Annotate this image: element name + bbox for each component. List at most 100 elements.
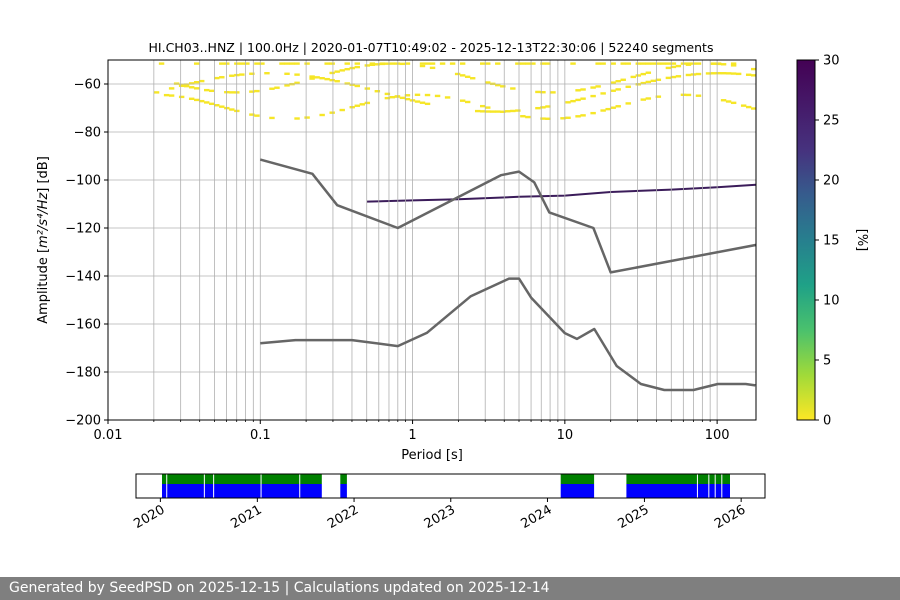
data-availability-bar (626, 474, 730, 484)
ppsd-outlier-cell (645, 71, 652, 74)
ppsd-outlier-cell (595, 62, 601, 65)
ppsd-column-20 (254, 62, 260, 117)
ppsd-outlier-cell (454, 72, 461, 76)
ppsd-column-84 (575, 89, 581, 118)
ppsd-outlier-cell (294, 81, 300, 85)
ppsd-outlier-cell (540, 91, 546, 94)
ppsd-outlier-cell (600, 62, 606, 65)
ppsd-outlier-cell (229, 91, 235, 94)
ppsd-column-73 (520, 62, 526, 118)
ppsd-outlier-cell (274, 86, 280, 89)
high-noise-model-line (259, 158, 756, 274)
colorbar-tick-label: 20 (823, 174, 840, 189)
ppsd-outlier-cell (163, 93, 170, 97)
ppsd-outlier-cell (193, 87, 200, 90)
data-availability-bar (560, 474, 595, 484)
x-tick-label: 100 (705, 428, 730, 443)
ppsd-column-97 (640, 62, 647, 101)
ppsd-outlier-cell (188, 86, 195, 89)
ppsd-outlier-cell (575, 89, 581, 92)
ppsd-column-24 (274, 86, 280, 89)
ppsd-column-108 (695, 62, 702, 97)
colorbar-tick-label: 30 (823, 54, 840, 69)
timeline-ticks: 2020 2021 2022 2023 2024 2025 2026 (131, 498, 748, 532)
ppsd-outlier-cell (284, 84, 290, 87)
ppsd-column-119 (750, 67, 756, 110)
ppsd-outlier-cell (545, 105, 551, 108)
y-tick-label: −140 (65, 270, 101, 285)
ppsd-column-74 (525, 62, 531, 119)
ppsd-outlier-cell (580, 97, 586, 100)
noise-model-curves (259, 158, 756, 392)
ppsd-outlier-cell (419, 101, 426, 104)
timeline-bars (162, 474, 730, 498)
ppsd-column-12 (214, 76, 220, 107)
ppsd-outlier-cell (730, 62, 737, 65)
ppsd-outlier-cell (219, 62, 225, 65)
ppsd-outlier-cell (459, 74, 466, 77)
ppsd-outlier-cell (520, 62, 526, 65)
ppsd-column-17 (239, 62, 245, 76)
ppsd-outlier-cell (630, 75, 636, 79)
ppsd-column-6 (183, 83, 190, 88)
ppsd-column-11 (209, 89, 215, 106)
ppsd-outlier-cell (740, 104, 747, 107)
ppsd-outlier-cell (625, 62, 631, 65)
ppsd-outlier-cell (645, 97, 652, 100)
ppsd-outlier-cell (710, 62, 717, 65)
colorbar-tick-label: 5 (823, 354, 831, 369)
ppsd-column-42 (364, 64, 371, 105)
ppsd-outlier-cell (183, 83, 190, 86)
ppsd-outlier-cell (720, 63, 727, 66)
ppsd-outlier-cell (515, 62, 521, 65)
ppsd-outlier-cell (495, 83, 501, 87)
ppsd-column-7 (188, 82, 195, 100)
ppsd-outlier-cell (725, 72, 732, 75)
ppsd-outlier-cell (525, 115, 531, 119)
ppsd-column-101 (660, 62, 667, 65)
ppsd-column-64 (474, 109, 481, 113)
ppsd-outlier-cell (229, 108, 235, 111)
ppsd-outlier-cell (675, 64, 682, 68)
ppsd-outlier-cell (745, 105, 752, 109)
ppsd-outlier-cell (605, 107, 611, 111)
ppsd-outlier-cell (625, 85, 631, 88)
ppsd-outlier-cell (249, 90, 255, 93)
ppsd-outlier-cell (354, 104, 360, 107)
ppsd-outlier-cell (750, 74, 756, 77)
ppsd-outlier-cell (219, 76, 225, 79)
ppsd-outlier-cell (485, 62, 491, 65)
data-availability-bar (340, 474, 347, 484)
ppsd-outlier-cell (615, 80, 621, 83)
ppsd-outlier-cell (404, 97, 411, 101)
ppsd-outlier-cell (750, 107, 756, 110)
ppsd-column-117 (740, 104, 747, 107)
ppsd-outlier-cell (324, 77, 330, 81)
ppsd-outlier-cell (535, 106, 541, 110)
ppsd-column-67 (490, 82, 496, 113)
ppsd-column-15 (229, 74, 235, 111)
ppsd-outlier-cell (199, 99, 205, 103)
ppsd-column-46 (384, 62, 391, 100)
ppsd-column-53 (419, 62, 426, 104)
ppsd-column-110 (705, 72, 712, 75)
ppsd-outlier-cell (565, 116, 571, 119)
ppsd-outlier-cell (199, 79, 205, 83)
ppsd-outlier-cell (229, 74, 235, 77)
ppsd-outlier-cell (289, 62, 295, 65)
colorbar-tick-label: 15 (823, 234, 840, 249)
ppsd-outlier-cell (745, 73, 752, 76)
ppsd-outlier-cell (204, 101, 210, 104)
y-tick-label: −60 (74, 78, 101, 93)
ppsd-outlier-cell (560, 117, 566, 120)
ppsd-outlier-cell (344, 67, 350, 71)
ppsd-outlier-cell (610, 81, 616, 84)
ppsd-outlier-cell (284, 72, 290, 75)
ppsd-outlier-cell (640, 62, 647, 65)
ppsd-outlier-cell (459, 62, 466, 65)
ppsd-column-33 (319, 77, 325, 117)
ppsd-outlier-cell (670, 75, 677, 79)
ppsd-outlier-cell (645, 80, 652, 84)
ppsd-outlier-cell (359, 103, 365, 106)
ppsd-outlier-cell (209, 102, 215, 106)
